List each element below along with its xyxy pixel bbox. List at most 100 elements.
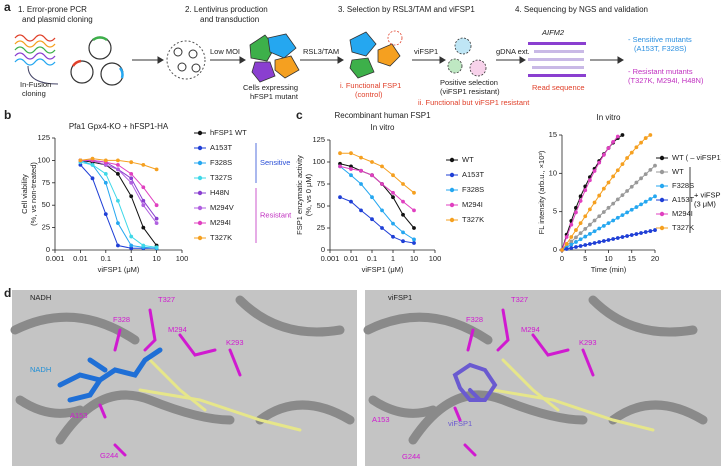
data-point: [629, 150, 634, 155]
data-point: [569, 242, 574, 247]
data-point: [380, 208, 384, 213]
data-point: [370, 195, 374, 200]
data-point: [154, 203, 159, 208]
legend-label: M294V: [210, 203, 234, 212]
data-point: [359, 182, 363, 186]
data-point: [615, 197, 620, 202]
data-point: [349, 167, 353, 171]
data-point: [154, 167, 159, 172]
legend-marker: [449, 187, 455, 193]
residue-label: viFSP1: [448, 419, 472, 428]
data-point: [601, 186, 606, 191]
data-point: [578, 199, 583, 203]
data-point: [116, 162, 120, 167]
data-point: [634, 205, 639, 209]
x-tick-label: 20: [651, 254, 659, 263]
data-point: [648, 229, 653, 233]
data-point: [653, 163, 657, 168]
data-point: [103, 171, 108, 176]
legend-label: F328S: [462, 185, 484, 194]
data-point: [648, 167, 653, 172]
data-point: [338, 161, 342, 166]
legend-marker: [197, 130, 203, 136]
data-point: [583, 227, 588, 231]
label: i. Functional FSP1: [340, 81, 401, 90]
residue-label: A153: [70, 411, 88, 420]
data-point: [412, 237, 416, 242]
data-point: [578, 194, 583, 199]
data-point: [103, 158, 108, 163]
data-point: [643, 136, 648, 140]
x-tick-label: 0.01: [344, 254, 359, 263]
data-point: [583, 214, 588, 219]
step-label: 1. Error-prone PCR: [18, 5, 87, 14]
data-point: [78, 158, 83, 163]
x-tick-label: 100: [176, 254, 189, 263]
legend-label: WT: [462, 155, 474, 164]
y-tick-label: 25: [317, 223, 325, 232]
legend-label: WT: [672, 167, 684, 176]
residue-label: M294: [168, 325, 187, 334]
data-point: [401, 212, 405, 217]
data-point: [391, 221, 395, 226]
legend-label: T327K: [462, 215, 484, 224]
data-point: [116, 243, 120, 248]
legend-marker: [197, 205, 203, 211]
data-point: [588, 207, 592, 212]
data-point: [349, 151, 353, 156]
data-point: [606, 221, 611, 226]
data-point: [564, 247, 569, 251]
panel-label: b: [4, 108, 11, 122]
data-point: [620, 235, 625, 239]
legend-marker: [197, 160, 203, 166]
legend-marker: [659, 155, 665, 161]
data-point: [583, 188, 588, 193]
x-tick-label: 0.001: [46, 254, 65, 263]
panel-label: a: [4, 0, 11, 14]
data-point: [588, 242, 592, 246]
residue-label: G244: [100, 451, 118, 460]
residue-label: F328: [466, 315, 483, 324]
data-point: [103, 180, 108, 185]
x-tick-label: 0.1: [101, 254, 111, 263]
data-point: [606, 238, 611, 242]
legend-marker: [449, 202, 455, 208]
y-tick-label: 75: [317, 179, 325, 188]
data-point: [412, 190, 416, 195]
data-point: [625, 189, 629, 193]
x-tick-label: 1: [129, 254, 133, 263]
data-point: [78, 162, 83, 167]
data-point: [611, 218, 616, 223]
data-point: [569, 239, 574, 244]
data-point: [620, 133, 625, 137]
data-point: [569, 235, 574, 239]
y-tick-label: 0: [553, 245, 557, 254]
data-point: [129, 176, 134, 181]
data-point: [625, 210, 629, 215]
label: ii. Functional but viFSP1 resistant: [418, 98, 530, 107]
data-point: [401, 230, 405, 235]
data-point: [569, 222, 574, 227]
x-tick-label: 15: [628, 254, 636, 263]
data-point: [129, 180, 134, 185]
legend-label: T327K: [210, 233, 232, 242]
data-point: [116, 198, 120, 203]
data-point: [611, 174, 616, 179]
step-label: and plasmid cloning: [22, 15, 93, 24]
legend-group-label: Sensitive: [260, 158, 290, 167]
legend-label: WT ( – viFSP1): [672, 153, 721, 162]
data-point: [643, 230, 648, 234]
step-label: 3. Selection by RSL3/TAM and viFSP1: [338, 5, 475, 14]
step-label: 2. Lentivirus production: [185, 5, 268, 14]
data-point: [643, 172, 648, 177]
x-tick-label: 0.1: [367, 254, 377, 263]
data-point: [639, 231, 643, 235]
schematic: 1. Error-prone PCR and plasmid cloning 2…: [14, 5, 704, 107]
data-point: [639, 176, 643, 181]
residue-label: A153: [372, 415, 390, 424]
legend-marker: [659, 225, 665, 231]
structure-title: NADH: [30, 293, 51, 302]
data-point: [615, 236, 620, 240]
legend-group-label: (3 μM): [694, 199, 716, 208]
label: (A153T, F328S): [634, 44, 687, 53]
